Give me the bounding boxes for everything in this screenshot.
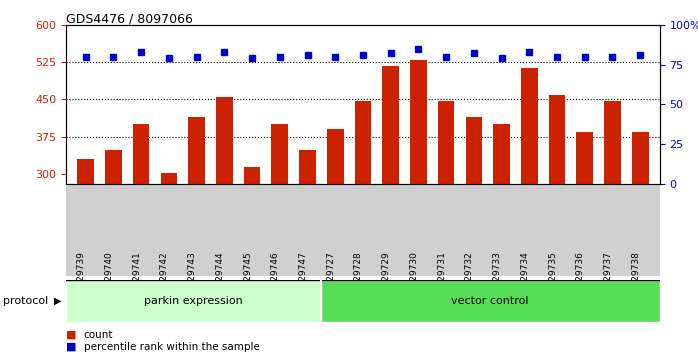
Bar bbox=[632, 132, 648, 184]
Bar bbox=[521, 68, 537, 184]
Text: ■: ■ bbox=[66, 330, 77, 339]
Bar bbox=[327, 129, 343, 184]
Bar bbox=[410, 59, 426, 184]
Bar bbox=[577, 132, 593, 184]
Text: GDS4476 / 8097066: GDS4476 / 8097066 bbox=[66, 12, 193, 25]
Text: percentile rank within the sample: percentile rank within the sample bbox=[84, 342, 260, 352]
Bar bbox=[604, 101, 621, 184]
Text: vector control: vector control bbox=[452, 296, 529, 306]
Bar bbox=[216, 97, 232, 184]
Bar bbox=[438, 101, 454, 184]
Bar bbox=[355, 101, 371, 184]
Text: ■: ■ bbox=[66, 342, 77, 352]
Bar bbox=[549, 96, 565, 184]
Bar bbox=[383, 66, 399, 184]
Bar bbox=[133, 124, 149, 184]
Bar bbox=[105, 150, 121, 184]
Bar bbox=[320, 280, 660, 322]
Bar bbox=[161, 173, 177, 184]
Bar bbox=[188, 117, 205, 184]
Bar bbox=[493, 124, 510, 184]
Bar bbox=[299, 150, 315, 184]
Text: count: count bbox=[84, 330, 113, 339]
Text: ▶: ▶ bbox=[54, 296, 61, 306]
Text: protocol: protocol bbox=[3, 296, 49, 306]
Bar bbox=[466, 117, 482, 184]
Text: parkin expression: parkin expression bbox=[144, 296, 243, 306]
Bar bbox=[77, 159, 94, 184]
Bar bbox=[272, 124, 288, 184]
Bar bbox=[66, 280, 320, 322]
Bar bbox=[244, 167, 260, 184]
